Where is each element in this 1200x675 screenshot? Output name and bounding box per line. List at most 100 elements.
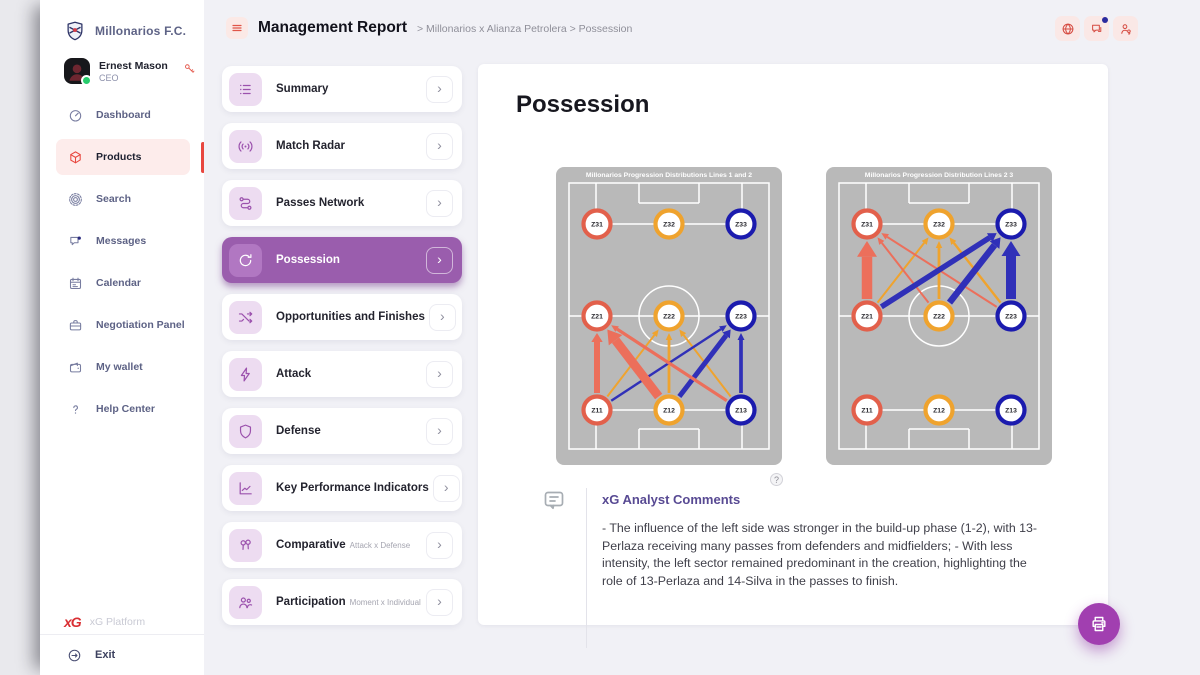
sidebar-item-help-center[interactable]: Help Center bbox=[40, 388, 204, 430]
header: Management Report > Millonarios x Alianz… bbox=[204, 0, 1200, 56]
user-key-button[interactable] bbox=[183, 62, 196, 80]
xg-logo: xG bbox=[64, 614, 82, 630]
sidebar-item-products[interactable]: Products bbox=[56, 139, 190, 175]
account-access-button[interactable] bbox=[1113, 16, 1138, 41]
menu-item-participation[interactable]: Participation Moment x Individual › bbox=[222, 579, 462, 625]
chevron-right-button[interactable]: › bbox=[426, 360, 453, 388]
svg-text:Z31: Z31 bbox=[861, 221, 873, 228]
progression-diagram-lines-2-3: Millonarios Progression Distribution Lin… bbox=[826, 167, 1052, 465]
menu-item-label: Match Radar bbox=[276, 140, 346, 152]
svg-text:Z23: Z23 bbox=[1005, 313, 1017, 320]
svg-text:Z22: Z22 bbox=[933, 313, 945, 320]
chevron-right-button[interactable]: › bbox=[428, 303, 456, 331]
sidebar-item-label: Messages bbox=[96, 235, 147, 247]
briefcase-icon bbox=[68, 318, 83, 333]
defense-tile bbox=[229, 414, 262, 448]
breadcrumb: > Millonarios x Alianza Petrolera > Poss… bbox=[417, 23, 633, 35]
shuffle-icon bbox=[237, 309, 254, 326]
menu-item-passes-network[interactable]: Passes Network › bbox=[222, 180, 462, 226]
main-area: Management Report > Millonarios x Alianz… bbox=[204, 0, 1200, 675]
chevron-right-button[interactable]: › bbox=[426, 531, 453, 559]
svg-text:Millonarios Progression Distri: Millonarios Progression Distributions Li… bbox=[586, 172, 752, 179]
comments-body: - The influence of the left side was str… bbox=[602, 521, 1038, 589]
possession-tile bbox=[229, 243, 262, 277]
kpi-tile bbox=[229, 471, 262, 505]
comments-heading: xG Analyst Comments bbox=[602, 492, 741, 507]
help-icon[interactable]: ? bbox=[770, 473, 783, 486]
menu-item-label: Passes Network bbox=[276, 197, 365, 209]
svg-text:Z31: Z31 bbox=[591, 221, 603, 228]
sidebar-item-my-wallet[interactable]: My wallet bbox=[40, 346, 204, 388]
svg-text:Z33: Z33 bbox=[735, 221, 747, 228]
menu-item-label: Summary bbox=[276, 83, 329, 95]
person-silhouette-icon bbox=[64, 58, 90, 84]
menu-item-possession[interactable]: Possession › bbox=[222, 237, 462, 283]
comment-icon bbox=[542, 488, 566, 512]
sidebar-item-calendar[interactable]: Calendar bbox=[40, 262, 204, 304]
menu-item-summary[interactable]: Summary › bbox=[222, 66, 462, 112]
menu-item-match-radar[interactable]: Match Radar › bbox=[222, 123, 462, 169]
platform-label: xG Platform bbox=[89, 616, 146, 628]
menu-item-label: Key Performance Indicators bbox=[276, 482, 429, 494]
svg-text:Z32: Z32 bbox=[663, 221, 675, 228]
hamburger-icon bbox=[231, 22, 243, 34]
print-button[interactable] bbox=[1078, 603, 1120, 645]
svg-text:Millonarios Progression Distri: Millonarios Progression Distribution Lin… bbox=[865, 172, 1014, 179]
menu-item-label: Opportunities and Finishes bbox=[276, 311, 425, 323]
sidebar-item-label: Negotiation Panel bbox=[96, 319, 185, 331]
messages-button[interactable] bbox=[1084, 16, 1109, 41]
chevron-right-button[interactable]: › bbox=[426, 189, 453, 217]
menu-item-label: Participation bbox=[276, 596, 346, 608]
participation-tile bbox=[229, 585, 262, 619]
svg-text:Z13: Z13 bbox=[1005, 407, 1017, 414]
menu-item-label: Attack bbox=[276, 368, 312, 380]
hamburger-menu-button[interactable] bbox=[226, 17, 248, 39]
sidebar-item-label: Search bbox=[96, 193, 132, 205]
avatar bbox=[64, 58, 92, 86]
chart-line-icon bbox=[237, 480, 254, 497]
sidebar-item-negotiation-panel[interactable]: Negotiation Panel bbox=[40, 304, 204, 346]
sidebar-item-label: Products bbox=[96, 151, 142, 163]
sidebar-item-search[interactable]: Search bbox=[40, 178, 204, 220]
page-title: Management Report bbox=[258, 19, 407, 36]
key-icon bbox=[183, 62, 196, 75]
menu-item-attack[interactable]: Attack › bbox=[222, 351, 462, 397]
user-card: Ernest Mason CEO bbox=[64, 58, 196, 86]
people-icon bbox=[237, 594, 254, 611]
logout-icon bbox=[67, 648, 82, 663]
radar-icon bbox=[237, 138, 254, 155]
user-name: Ernest Mason bbox=[99, 59, 168, 72]
cube-icon bbox=[68, 150, 83, 165]
menu-item-label: Defense bbox=[276, 425, 321, 437]
svg-text:Z33: Z33 bbox=[1005, 221, 1017, 228]
exit-label: Exit bbox=[95, 649, 116, 661]
opportunities-tile bbox=[229, 300, 262, 334]
exit-button[interactable]: Exit bbox=[40, 634, 204, 675]
menu-item-label: Comparative bbox=[276, 539, 346, 551]
language-button[interactable] bbox=[1055, 16, 1080, 41]
sidebar-item-messages[interactable]: Messages bbox=[40, 220, 204, 262]
chevron-right-button[interactable]: › bbox=[426, 588, 453, 616]
menu-item-key-performance-indicators[interactable]: Key Performance Indicators › bbox=[222, 465, 462, 511]
report-menu: Summary › Match Radar › Passes Network ›… bbox=[222, 66, 462, 636]
target-icon bbox=[68, 192, 83, 207]
menu-item-comparative[interactable]: Comparative Attack x Defense › bbox=[222, 522, 462, 568]
platform-brand: xG xG Platform bbox=[64, 614, 145, 630]
active-item-indicator bbox=[201, 142, 205, 173]
chevron-right-button[interactable]: › bbox=[426, 75, 453, 103]
wallet-icon bbox=[68, 360, 83, 375]
svg-text:Z32: Z32 bbox=[933, 221, 945, 228]
user-role: CEO bbox=[99, 72, 119, 83]
svg-text:Z11: Z11 bbox=[591, 407, 603, 414]
chevron-right-button[interactable]: › bbox=[426, 132, 453, 160]
menu-item-defense[interactable]: Defense › bbox=[222, 408, 462, 454]
sidebar-item-label: My wallet bbox=[96, 361, 143, 373]
network-icon bbox=[237, 195, 254, 212]
menu-item-opportunities-and-finishes[interactable]: Opportunities and Finishes › bbox=[222, 294, 462, 340]
chevron-right-button[interactable]: › bbox=[426, 417, 453, 445]
chevron-right-button[interactable]: › bbox=[426, 246, 453, 274]
gauge-icon bbox=[68, 108, 83, 123]
match-radar-tile bbox=[229, 129, 262, 163]
sidebar-item-dashboard[interactable]: Dashboard bbox=[40, 94, 204, 136]
chevron-right-button[interactable]: › bbox=[432, 474, 460, 502]
